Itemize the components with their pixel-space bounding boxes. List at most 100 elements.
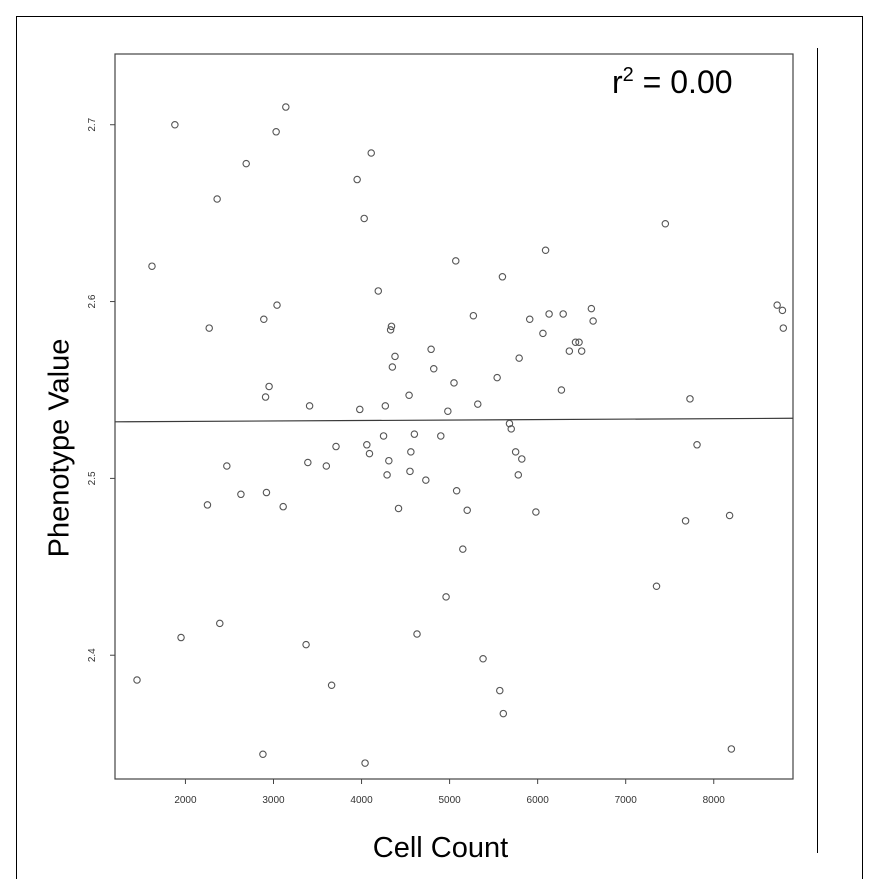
data-point [388, 363, 397, 371]
y-tick-label: 2.6 [87, 294, 98, 308]
data-point [587, 304, 596, 313]
data-point [406, 467, 414, 476]
data-point [223, 462, 231, 470]
data-point [514, 471, 523, 479]
axis-ticks: 2000 3000 4000 5000 6000 7000 8000 2.4 2.5 2.6 2.7 [87, 117, 725, 806]
data-point [589, 317, 597, 325]
data-point [437, 432, 445, 440]
data-point [463, 506, 471, 514]
data-point [450, 379, 458, 387]
data-point [427, 345, 435, 354]
data-point [773, 301, 781, 309]
data-point [361, 759, 369, 767]
x-tick-label: 3000 [262, 795, 285, 806]
data-point [498, 273, 507, 281]
data-point [383, 471, 391, 479]
data-point [216, 619, 224, 628]
data-point [652, 582, 661, 591]
data-point [444, 407, 452, 415]
data-point [681, 517, 690, 525]
data-point [387, 322, 396, 331]
x-tick-label: 8000 [703, 795, 726, 806]
data-point [365, 449, 374, 458]
side-rule [817, 48, 818, 853]
data-point [686, 395, 694, 403]
data-point [237, 490, 245, 499]
data-point [725, 511, 734, 520]
data-point [302, 640, 310, 649]
data-point [565, 347, 574, 355]
data-point [410, 430, 419, 438]
data-point [407, 448, 415, 456]
data-point [205, 324, 213, 332]
data-point [413, 630, 421, 638]
data-point [353, 175, 361, 184]
x-tick-label: 6000 [527, 795, 550, 806]
data-points [133, 103, 788, 767]
data-point [532, 508, 540, 516]
x-axis-label: Cell Count [372, 832, 509, 864]
data-point [405, 391, 413, 400]
data-point [496, 686, 504, 695]
data-point [505, 419, 514, 428]
data-point [422, 476, 430, 484]
figure-frame [16, 16, 863, 879]
data-point [577, 347, 586, 355]
data-point [379, 432, 388, 440]
y-tick-label: 2.4 [87, 648, 98, 662]
data-point [260, 315, 268, 323]
plot-area-border [114, 53, 794, 780]
trend-line [114, 417, 794, 423]
data-point [322, 462, 331, 470]
data-point [177, 633, 185, 642]
data-point [557, 386, 566, 394]
data-point [262, 488, 271, 497]
data-point [571, 338, 580, 346]
data-point [525, 315, 534, 323]
data-point [518, 455, 526, 463]
data-point [305, 402, 314, 410]
data-point [559, 310, 567, 318]
data-point [374, 287, 383, 295]
data-point [363, 441, 371, 449]
data-point [242, 159, 250, 168]
data-point [493, 373, 501, 382]
x-tick-label: 7000 [615, 795, 638, 806]
data-point [265, 382, 273, 391]
data-point [778, 306, 787, 315]
data-point [515, 354, 523, 362]
data-point [452, 487, 461, 495]
r-squared-prefix: r [612, 64, 623, 100]
y-tick-label: 2.5 [87, 471, 98, 485]
y-axis-label: Phenotype Value [43, 338, 76, 558]
data-point [442, 593, 450, 601]
data-point [133, 676, 141, 684]
data-point [539, 329, 547, 338]
data-point [727, 745, 736, 753]
data-point [779, 324, 788, 332]
r-squared-value: = 0.00 [633, 64, 733, 100]
data-point [327, 681, 336, 690]
data-point [332, 442, 340, 451]
data-point [385, 456, 393, 465]
data-point [479, 655, 487, 663]
data-point [356, 405, 364, 414]
data-point [272, 128, 280, 136]
y-tick-label: 2.7 [87, 117, 98, 131]
data-point [279, 502, 287, 511]
data-point [273, 301, 281, 309]
data-point [499, 709, 508, 718]
data-point [259, 750, 267, 758]
data-point [391, 352, 399, 361]
data-point [474, 400, 482, 408]
data-point [171, 120, 179, 129]
r-squared-annotation: r2 = 0.00 [612, 64, 733, 101]
data-point [381, 402, 390, 410]
data-point [459, 545, 467, 553]
data-point [282, 103, 290, 111]
data-point [360, 214, 368, 223]
data-point [511, 448, 520, 456]
data-point [575, 338, 583, 346]
x-tick-label: 2000 [174, 795, 197, 806]
